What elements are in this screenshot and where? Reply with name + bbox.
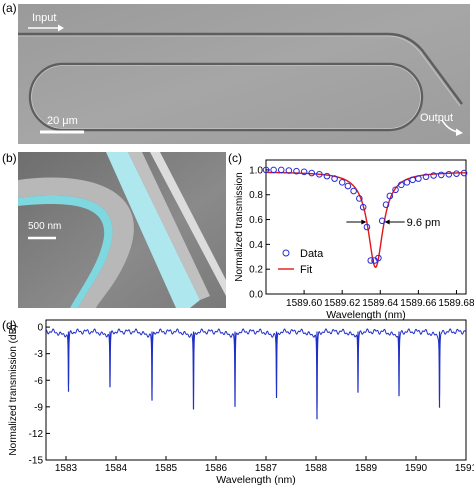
data-point	[367, 257, 375, 264]
data-point	[323, 172, 331, 180]
panel-c-xtick-label: 1589.68	[438, 298, 474, 309]
data-point	[403, 179, 411, 186]
panel-d-xtick-label: 1583	[55, 463, 78, 474]
panel-c-ytick-label: 1.0	[249, 165, 263, 176]
legend-data-marker-icon	[282, 249, 290, 257]
panel-d-xtick-label: 1588	[305, 463, 328, 474]
data-point	[437, 171, 445, 179]
data-point	[316, 170, 323, 178]
panel-d-ytick-label: -12	[29, 429, 44, 440]
panel-c-ylabel: Normalized transmission	[234, 172, 245, 281]
panel-d-xlabel: Wavelength (nm)	[216, 474, 296, 486]
panel-a-label: (a)	[2, 1, 17, 15]
panel-a-scale-bar-label: 20 μm	[47, 115, 78, 127]
fit-curve	[265, 171, 467, 269]
panel-d-ytick-label: 0	[37, 323, 43, 334]
data-point	[277, 166, 285, 174]
panel-d-xtick-label: 1587	[255, 463, 278, 474]
data-point	[359, 203, 367, 211]
data-point	[371, 257, 378, 264]
data-point	[460, 169, 468, 177]
data-point	[386, 192, 394, 200]
panel-c-label: (c)	[228, 151, 242, 165]
panel-d-xtick-label: 1584	[105, 463, 128, 474]
fwhm-annotation: 9.6 pm	[407, 217, 441, 229]
panel-d-ytick-label: -15	[29, 456, 44, 467]
panel-a-background	[18, 4, 470, 144]
data-point	[415, 175, 422, 182]
spectrum-trace	[45, 328, 467, 411]
data-point	[375, 254, 382, 262]
data-point	[422, 173, 430, 181]
panel-d-ylabel: Normalized transmission (dB)	[8, 324, 19, 455]
panel-d-label: (d)	[2, 318, 17, 332]
panel-b-label: (b)	[2, 151, 17, 165]
racetrack-resonator	[28, 62, 424, 132]
ring-waveguide	[18, 177, 134, 308]
data-point	[430, 172, 437, 179]
panel-c-ytick-label: 0.0	[249, 290, 263, 301]
panel-d-xtick-label: 1591	[455, 463, 474, 474]
data-point	[392, 186, 399, 194]
data-point	[350, 187, 357, 195]
data-point	[308, 169, 316, 177]
panel-c-ytick-label: 0.2	[249, 265, 263, 276]
panel-b-scale-bar-label: 500 nm	[28, 221, 62, 232]
data-point	[382, 201, 390, 208]
panel-d-ytick-label: -6	[34, 376, 43, 387]
data-point	[293, 167, 300, 175]
data-point	[270, 166, 277, 174]
panel-c-xtick-label: 1589.66	[400, 298, 437, 309]
data-point	[285, 167, 293, 174]
panel-c-ytick-label: 0.8	[249, 190, 263, 201]
panel-d-ytick-label: -9	[34, 402, 43, 413]
data-point	[262, 166, 270, 174]
data-point	[409, 176, 416, 184]
data-point	[356, 195, 363, 202]
data-point	[453, 170, 460, 177]
panel-c-ytick-label: 0.6	[249, 215, 263, 226]
panel-d-xtick-label: 1590	[405, 463, 428, 474]
panel-d-xtick-label: 1585	[155, 463, 178, 474]
panel-c-xlabel: Wavelength (nm)	[326, 309, 406, 321]
data-point	[363, 223, 371, 231]
panel-c-xtick-label: 1589.62	[324, 298, 361, 309]
panel-c-ytick-label: 0.4	[249, 240, 263, 251]
output-label: Output	[420, 112, 454, 124]
data-point	[331, 175, 338, 182]
data-point	[338, 179, 346, 186]
panel-d-ytick-label: -3	[34, 349, 43, 360]
panel-d-xtick-label: 1589	[355, 463, 378, 474]
bus-waveguide-tilted	[106, 152, 200, 308]
panel-d-axes-frame	[45, 319, 467, 461]
fwhm-arrowhead-left-icon	[361, 219, 367, 225]
legend-fit-label: Fit	[300, 264, 312, 276]
panel-c-xtick-label: 1589.64	[362, 298, 399, 309]
bus-waveguide	[18, 32, 463, 105]
data-point	[378, 217, 386, 225]
data-point	[397, 181, 405, 189]
panel-c-axes-frame	[265, 159, 467, 295]
legend-data-label: Data	[300, 248, 324, 260]
fwhm-arrowhead-right-icon	[384, 219, 390, 225]
panel-c-xtick-label: 1589.60	[286, 298, 323, 309]
input-label: Input	[32, 12, 57, 24]
data-point	[445, 170, 453, 178]
panel-d-xtick-label: 1586	[205, 463, 228, 474]
data-point	[300, 168, 308, 176]
data-point	[344, 182, 352, 190]
